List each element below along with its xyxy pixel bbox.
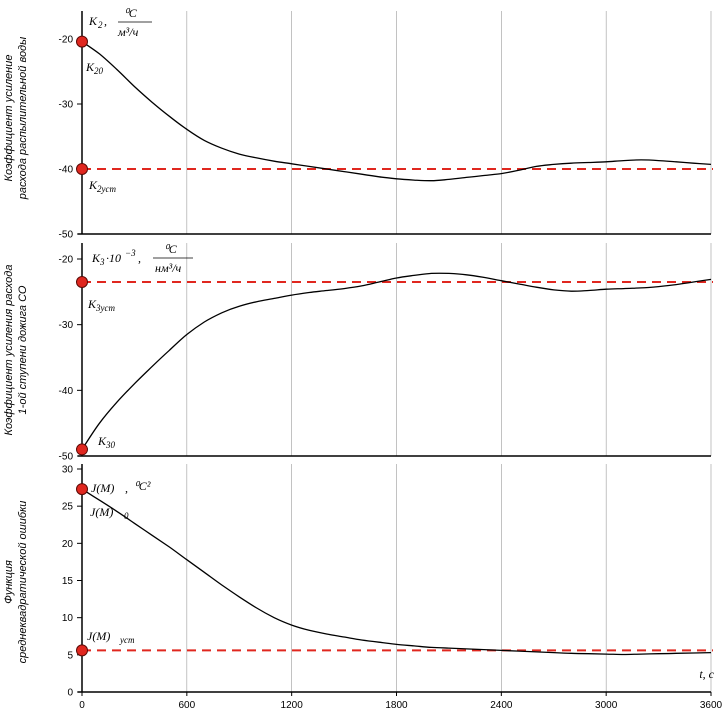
panel3-ylabel-line1: Функция xyxy=(3,560,15,604)
panel3-xtick-label-0: 0 xyxy=(79,700,85,711)
panel2-ytick-label-1: -30 xyxy=(59,320,74,331)
panel3-ytick-label-4: 20 xyxy=(62,539,74,550)
panel1-ytick-label-3: -50 xyxy=(59,230,74,241)
panel2-series-line xyxy=(81,272,712,450)
panel3-xlabel: t, c xyxy=(699,667,714,681)
panel2-quantity-symbol: K xyxy=(91,251,101,265)
panel2-k3ust-label: K 3уст xyxy=(87,297,115,313)
panel1-title-group: K 2 , ⁰C м³/ч xyxy=(88,6,152,39)
panel1-marker-0 xyxy=(76,35,88,48)
panel2-marker-0 xyxy=(76,443,88,456)
panel3-jm0-main: J(M) xyxy=(90,505,113,519)
panel1-quantity-subscript: 2 xyxy=(98,20,103,30)
panel1-k20-label: K 20 xyxy=(85,60,104,76)
panel3-ytick-label-5: 25 xyxy=(62,502,74,513)
panel2-ylabel: Коэффициент усиления расхода 1-ой ступен… xyxy=(3,265,29,436)
panel2-marker-1 xyxy=(76,275,88,288)
panel3-jmust-sub: уст xyxy=(119,635,135,645)
panel3-ytick-label-1: 5 xyxy=(67,650,73,661)
panel2-ytick-label-0: -20 xyxy=(59,255,74,266)
panel1-ytick-label-0: -20 xyxy=(59,35,74,46)
panel3-series-line xyxy=(81,488,712,656)
panel2-quantity-separator: , xyxy=(138,251,141,265)
panel1-k20-main: K xyxy=(85,60,95,74)
panel1-ylabel-line1: Коэффициент усиление xyxy=(3,55,15,182)
panel2-quantity-subscript: 3 xyxy=(99,257,105,267)
panel2-ytick-label-3: -50 xyxy=(59,452,74,463)
panel1-marker-1 xyxy=(76,163,88,175)
panel3-marker-0 xyxy=(76,483,88,496)
panel2-multiplier: ·10 xyxy=(106,251,121,265)
panel3-jmust-main: J(M) xyxy=(87,629,110,643)
panel1-k2ust-label: K 2уст xyxy=(88,178,116,194)
panel3-xtick-label-5: 3000 xyxy=(595,700,618,711)
panel3-ytick-label-2: 10 xyxy=(62,613,74,624)
panel1-unit-denominator: м³/ч xyxy=(117,25,139,39)
panel3-ytick-label-6: 30 xyxy=(62,465,74,476)
panel2-ytick-label-2: -40 xyxy=(59,386,74,397)
panel2-unit-numerator: ⁰C xyxy=(164,242,178,256)
panel1-quantity-symbol: K xyxy=(88,14,98,28)
panel1-ylabel-line2: расхода распылительной воды xyxy=(17,37,29,201)
panel3-quantity-separator: , xyxy=(125,481,128,495)
panel3-unit: ⁰C² xyxy=(134,479,151,493)
panel1-k2ust-sub: 2уст xyxy=(97,184,116,194)
panel1-quantity-separator: , xyxy=(104,14,107,28)
panel3-jm0-sub: 0 xyxy=(124,511,129,521)
panel1-plot: -20 -30 -40 -50 xyxy=(59,11,713,241)
panel3-ylabel: Функция среднеквадратической ошибки xyxy=(3,501,29,664)
panel2-title-group: K 3 ·10 −3 , ⁰C нм³/ч xyxy=(91,242,193,275)
panel3-xtick-label-3: 1800 xyxy=(385,700,408,711)
panel3-xtick-label-2: 1200 xyxy=(281,700,304,711)
panel3-xtick-label-6: 3600 xyxy=(700,700,723,711)
panel1-ylabel: Коэффициент усиление расхода распылитель… xyxy=(3,37,29,201)
panel2-ylabel-line1: Коэффициент усиления расхода xyxy=(3,265,15,436)
panel3-jm0-label: J(M) 0 xyxy=(90,505,129,521)
panel1-k20-sub: 20 xyxy=(94,66,104,76)
panel3-jmust-label: J(M) уст xyxy=(87,629,135,645)
panel2-unit-denominator: нм³/ч xyxy=(155,261,182,275)
panel2-k30-sub: 30 xyxy=(105,440,116,450)
panel1-series-line xyxy=(81,41,712,182)
panel3-ylabel-line2: среднеквадратической ошибки xyxy=(17,501,29,664)
panel3-xtick-label-1: 600 xyxy=(178,700,195,711)
panel3-marker-1 xyxy=(76,644,88,657)
panel3-ytick-label-0: 0 xyxy=(67,688,73,699)
panel1-k2ust-main: K xyxy=(88,178,98,192)
panel3-title-group: J(M) , ⁰C² xyxy=(91,479,151,495)
panel3-quantity-symbol: J(M) xyxy=(91,481,114,495)
panel2-k3ust-sub: 3уст xyxy=(95,303,115,313)
panel2-k3ust-main: K xyxy=(87,297,97,311)
panel1-ytick-label-2: -40 xyxy=(59,165,74,176)
panel1-ytick-label-1: -30 xyxy=(59,100,74,111)
panel3-plot: 0 5 10 15 20 25 30 0 600 1200 1800 2400 3000 3600 xyxy=(62,464,723,711)
panel1-unit-numerator: ⁰C xyxy=(124,6,138,20)
panel2-exponent: −3 xyxy=(125,248,136,258)
panel3-ytick-label-3: 15 xyxy=(62,576,74,587)
panel2-k30-main: K xyxy=(97,434,107,448)
panel2-k30-label: K 30 xyxy=(97,434,116,450)
panel2-ylabel-line2: 1-ой ступени дожига СО xyxy=(17,285,29,414)
panel3-xtick-label-4: 2400 xyxy=(490,700,513,711)
panel2-plot: -20 -30 -40 -50 xyxy=(59,243,713,463)
